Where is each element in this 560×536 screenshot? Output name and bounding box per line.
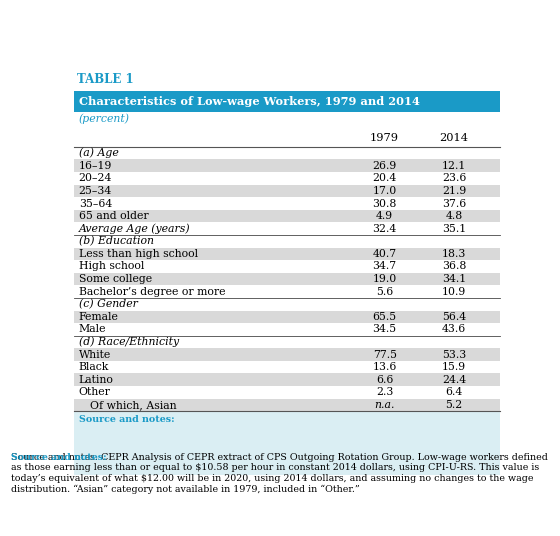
Text: 19.0: 19.0 <box>372 274 397 284</box>
FancyBboxPatch shape <box>74 348 500 361</box>
Text: 6.4: 6.4 <box>445 388 463 397</box>
Text: 36.8: 36.8 <box>442 262 466 271</box>
Text: Female: Female <box>78 312 119 322</box>
Text: 32.4: 32.4 <box>372 224 397 234</box>
Text: 34.5: 34.5 <box>372 324 396 334</box>
FancyBboxPatch shape <box>74 197 500 210</box>
Text: 18.3: 18.3 <box>442 249 466 259</box>
FancyBboxPatch shape <box>74 235 500 248</box>
Text: 5.6: 5.6 <box>376 287 393 296</box>
FancyBboxPatch shape <box>74 285 500 298</box>
Text: 56.4: 56.4 <box>442 312 466 322</box>
FancyBboxPatch shape <box>74 336 500 348</box>
Text: 24.4: 24.4 <box>442 375 466 385</box>
Text: 20–24: 20–24 <box>78 173 112 183</box>
Text: 40.7: 40.7 <box>372 249 396 259</box>
Text: 4.9: 4.9 <box>376 211 393 221</box>
Text: 2.3: 2.3 <box>376 388 393 397</box>
Text: 30.8: 30.8 <box>372 198 397 209</box>
Text: 77.5: 77.5 <box>372 349 396 360</box>
FancyBboxPatch shape <box>74 210 500 222</box>
Text: 35–64: 35–64 <box>78 198 112 209</box>
Text: High school: High school <box>78 262 144 271</box>
Text: Source and notes:: Source and notes: <box>78 414 174 423</box>
FancyBboxPatch shape <box>74 260 500 273</box>
Text: 26.9: 26.9 <box>372 161 397 171</box>
FancyBboxPatch shape <box>74 222 500 235</box>
Text: 53.3: 53.3 <box>442 349 466 360</box>
Text: (d) Race/Ethnicity: (d) Race/Ethnicity <box>78 337 179 347</box>
Text: Other: Other <box>78 388 110 397</box>
Text: Characteristics of Low-wage Workers, 1979 and 2014: Characteristics of Low-wage Workers, 197… <box>78 96 419 107</box>
Text: (a) Age: (a) Age <box>78 148 118 159</box>
Text: 65.5: 65.5 <box>372 312 396 322</box>
Text: White: White <box>78 349 111 360</box>
Text: 37.6: 37.6 <box>442 198 466 209</box>
Text: Average Age (years): Average Age (years) <box>78 224 190 234</box>
FancyBboxPatch shape <box>74 172 500 184</box>
Text: (c) Gender: (c) Gender <box>78 299 138 309</box>
FancyBboxPatch shape <box>74 248 500 260</box>
Text: 1979: 1979 <box>370 133 399 143</box>
Text: Some college: Some college <box>78 274 152 284</box>
Text: 20.4: 20.4 <box>372 173 397 183</box>
Text: 43.6: 43.6 <box>442 324 466 334</box>
Text: Of which, Asian: Of which, Asian <box>90 400 176 410</box>
FancyBboxPatch shape <box>74 91 500 112</box>
FancyBboxPatch shape <box>74 323 500 336</box>
Text: Source and notes: CEPR Analysis of CEPR extract of CPS Outgoing Rotation Group. : Source and notes: CEPR Analysis of CEPR … <box>11 453 548 494</box>
Text: n.a.: n.a. <box>375 400 395 410</box>
FancyBboxPatch shape <box>74 374 500 386</box>
Text: 34.1: 34.1 <box>442 274 466 284</box>
Text: Black: Black <box>78 362 109 372</box>
Text: Latino: Latino <box>78 375 114 385</box>
Text: 4.8: 4.8 <box>445 211 463 221</box>
Text: 10.9: 10.9 <box>442 287 466 296</box>
Text: 6.6: 6.6 <box>376 375 393 385</box>
Text: Bachelor’s degree or more: Bachelor’s degree or more <box>78 287 225 296</box>
FancyBboxPatch shape <box>74 159 500 172</box>
FancyBboxPatch shape <box>74 310 500 323</box>
Text: (b) Education: (b) Education <box>78 236 153 247</box>
Text: 35.1: 35.1 <box>442 224 466 234</box>
Text: Male: Male <box>78 324 106 334</box>
FancyBboxPatch shape <box>74 386 500 399</box>
Text: Less than high school: Less than high school <box>78 249 198 259</box>
Text: 15.9: 15.9 <box>442 362 466 372</box>
Text: 2014: 2014 <box>440 133 469 143</box>
FancyBboxPatch shape <box>74 298 500 310</box>
FancyBboxPatch shape <box>74 147 500 159</box>
Text: 25–34: 25–34 <box>78 186 112 196</box>
FancyBboxPatch shape <box>74 361 500 374</box>
FancyBboxPatch shape <box>74 399 500 411</box>
Text: 12.1: 12.1 <box>442 161 466 171</box>
FancyBboxPatch shape <box>74 273 500 285</box>
Text: 5.2: 5.2 <box>445 400 463 410</box>
Text: Source and notes:: Source and notes: <box>11 453 107 462</box>
Text: 34.7: 34.7 <box>372 262 396 271</box>
Text: (percent): (percent) <box>78 114 130 124</box>
Text: 17.0: 17.0 <box>372 186 397 196</box>
Text: 65 and older: 65 and older <box>78 211 148 221</box>
FancyBboxPatch shape <box>74 184 500 197</box>
Text: 16–19: 16–19 <box>78 161 112 171</box>
Text: 21.9: 21.9 <box>442 186 466 196</box>
Text: TABLE 1: TABLE 1 <box>77 72 133 86</box>
Text: 13.6: 13.6 <box>372 362 397 372</box>
FancyBboxPatch shape <box>74 411 500 475</box>
Text: 23.6: 23.6 <box>442 173 466 183</box>
